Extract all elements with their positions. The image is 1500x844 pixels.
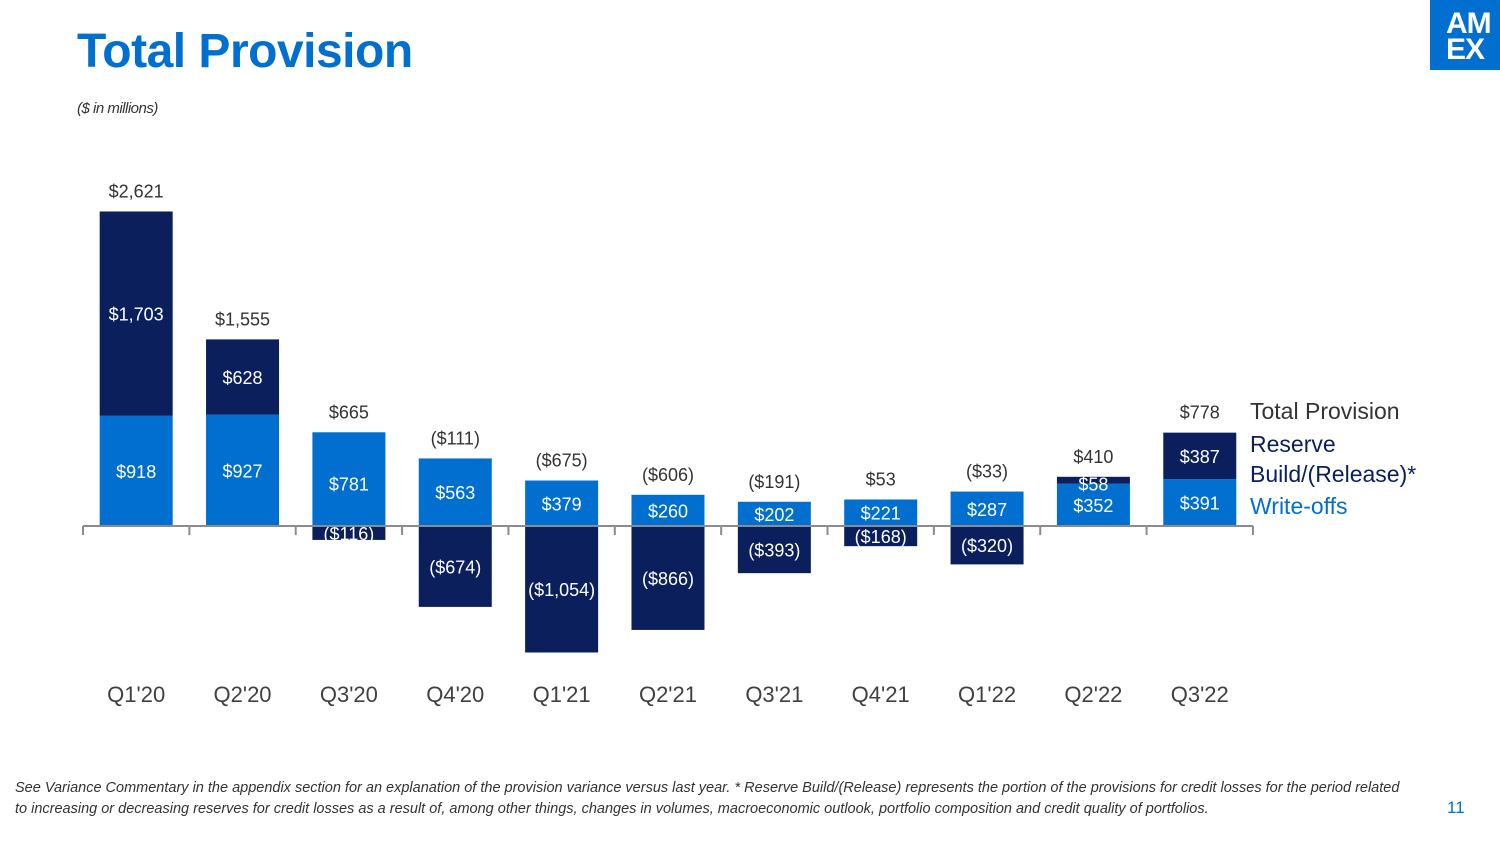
- reserve-bar: [737, 526, 811, 574]
- writeoffs-value-label: $352: [1073, 496, 1113, 516]
- reserve-value-label: ($320): [961, 536, 1013, 556]
- writeoffs-bar: [1163, 479, 1237, 526]
- writeoffs-bar: [418, 458, 492, 526]
- reserve-bar: [206, 339, 280, 415]
- total-provision-label: ($675): [536, 451, 588, 471]
- writeoffs-value-label: $202: [754, 505, 794, 525]
- reserve-bar: [418, 526, 492, 607]
- writeoffs-bar: [1056, 483, 1130, 526]
- logo-text-line1: AM: [1446, 7, 1492, 40]
- reserve-bar: [99, 211, 173, 416]
- writeoffs-bar: [312, 432, 386, 526]
- total-provision-label: $1,555: [215, 309, 270, 329]
- x-axis-tick-label: Q1'20: [107, 682, 165, 707]
- reserve-bar: [950, 526, 1024, 565]
- writeoffs-bar: [525, 480, 599, 526]
- legend-writeoffs: Write-offs: [1250, 493, 1348, 519]
- reserve-value-label: ($168): [855, 527, 907, 547]
- writeoffs-value-label: $260: [648, 501, 688, 521]
- page-title: Total Provision: [77, 25, 413, 78]
- reserve-bar: [844, 526, 918, 547]
- footnote: See Variance Commentary in the appendix …: [15, 780, 1400, 817]
- writeoffs-bar: [950, 491, 1024, 526]
- writeoffs-value-label: $918: [116, 462, 156, 482]
- reserve-bar: [1163, 432, 1237, 480]
- x-axis-tick-label: Q2'21: [639, 682, 697, 707]
- amex-logo: AM EX: [1430, 0, 1500, 70]
- reserve-value-label: $58: [1078, 474, 1108, 494]
- x-axis-tick-label: Q3'22: [1171, 682, 1229, 707]
- total-provision-label: $2,621: [109, 181, 164, 201]
- writeoffs-bar: [737, 501, 811, 526]
- total-provision-label: ($111): [431, 428, 480, 448]
- reserve-value-label: ($1,054): [528, 580, 595, 600]
- x-axis-tick-label: Q2'20: [214, 682, 272, 707]
- total-provision-label: $665: [329, 402, 369, 422]
- total-provision-label: $53: [866, 469, 896, 489]
- total-provision-label: ($191): [748, 472, 800, 492]
- reserve-value-label: ($393): [748, 541, 800, 561]
- units-subtitle: ($ in millions): [77, 100, 158, 117]
- total-provision-label: $778: [1180, 403, 1220, 423]
- reserve-value-label: ($116): [324, 524, 375, 544]
- legend-reserve-line2: Build/(Release)*: [1250, 461, 1417, 487]
- legend-total-provision: Total Provision: [1250, 398, 1400, 424]
- x-axis-tick-label: Q3'20: [320, 682, 378, 707]
- x-axis-tick-label: Q4'21: [852, 682, 910, 707]
- reserve-value-label: $628: [223, 368, 263, 388]
- total-provision-label: $410: [1073, 447, 1113, 467]
- reserve-value-label: $1,703: [109, 305, 164, 325]
- writeoffs-value-label: $781: [329, 474, 369, 494]
- writeoffs-value-label: $221: [861, 504, 901, 524]
- reserve-bar: [631, 526, 705, 630]
- reserve-bar: [1056, 476, 1130, 484]
- reserve-value-label: ($866): [642, 569, 694, 589]
- reserve-value-label: ($674): [429, 557, 481, 577]
- x-axis-tick-label: Q3'21: [745, 682, 803, 707]
- writeoffs-value-label: $379: [542, 494, 582, 514]
- writeoffs-value-label: $927: [223, 461, 263, 481]
- total-provision-label: ($606): [642, 465, 694, 485]
- legend-reserve-line1: Reserve: [1250, 431, 1336, 457]
- x-axis-tick-label: Q1'22: [958, 682, 1016, 707]
- writeoffs-value-label: $563: [435, 483, 475, 503]
- page-number: 11: [1447, 798, 1465, 817]
- reserve-bar: [525, 526, 599, 653]
- reserve-value-label: $387: [1180, 447, 1220, 467]
- writeoffs-bar: [631, 494, 705, 526]
- writeoffs-value-label: $287: [967, 500, 1007, 520]
- reserve-bar: [312, 526, 386, 540]
- x-axis-tick-label: Q2'22: [1064, 682, 1122, 707]
- logo-text-line2: EX: [1446, 33, 1485, 66]
- x-axis-tick-label: Q1'21: [533, 682, 591, 707]
- writeoffs-bar: [99, 415, 173, 526]
- writeoffs-bar: [844, 499, 918, 526]
- writeoffs-bar: [206, 414, 280, 526]
- writeoffs-value-label: $391: [1180, 494, 1220, 514]
- x-axis-tick-label: Q4'20: [426, 682, 484, 707]
- total-provision-label: ($33): [966, 462, 1008, 482]
